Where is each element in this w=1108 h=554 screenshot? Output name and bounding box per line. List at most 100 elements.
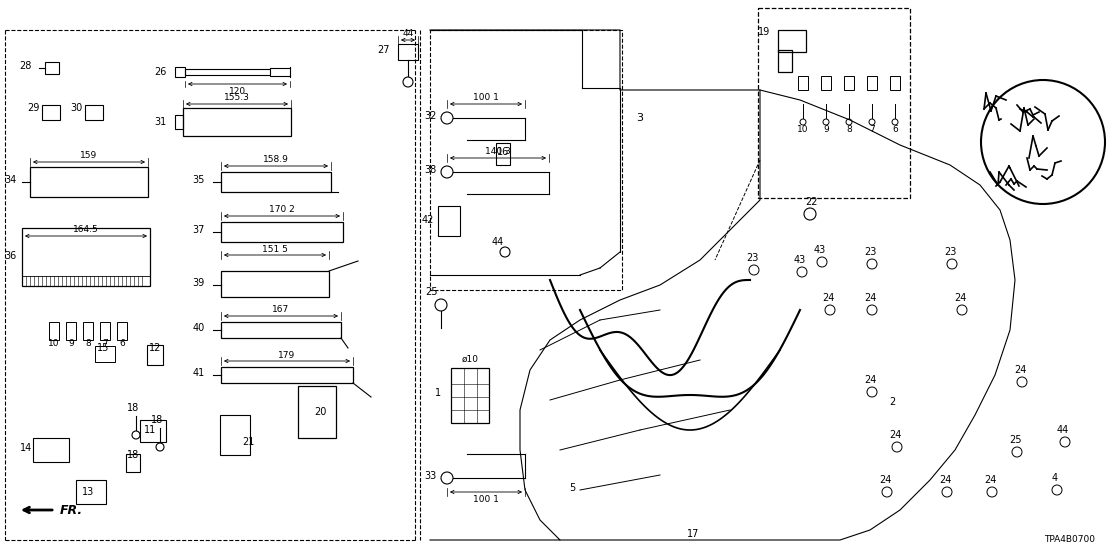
Bar xyxy=(496,143,510,165)
Text: 11: 11 xyxy=(144,425,156,435)
Bar xyxy=(798,76,808,90)
Text: 100 1: 100 1 xyxy=(473,495,499,504)
Bar xyxy=(758,8,910,198)
Text: 35: 35 xyxy=(193,175,205,185)
Text: 34: 34 xyxy=(4,175,17,185)
Text: 158.9: 158.9 xyxy=(263,156,289,165)
Bar xyxy=(821,76,831,90)
Bar xyxy=(185,69,270,75)
Text: 7: 7 xyxy=(102,339,107,348)
Bar xyxy=(778,50,792,72)
Text: 155.3: 155.3 xyxy=(224,94,250,102)
Bar xyxy=(220,172,331,192)
Bar xyxy=(183,108,291,136)
Text: FR.: FR. xyxy=(60,504,83,516)
Text: 44: 44 xyxy=(492,237,504,247)
Text: ø10: ø10 xyxy=(462,355,479,363)
Text: 167: 167 xyxy=(273,305,289,315)
Bar xyxy=(430,30,622,290)
Bar xyxy=(117,322,127,340)
Text: 27: 27 xyxy=(378,45,390,55)
Bar xyxy=(33,438,69,462)
Text: 38: 38 xyxy=(424,165,437,175)
Text: 140 3: 140 3 xyxy=(485,147,511,156)
Text: 2: 2 xyxy=(889,397,895,407)
Text: 1: 1 xyxy=(434,388,441,398)
Text: 21: 21 xyxy=(242,437,254,447)
Bar xyxy=(866,76,878,90)
Text: 18: 18 xyxy=(151,415,163,425)
Text: 43: 43 xyxy=(793,255,807,265)
Text: 24: 24 xyxy=(1014,365,1026,375)
Bar xyxy=(147,345,163,365)
Text: 159: 159 xyxy=(81,151,98,161)
Text: 10: 10 xyxy=(49,339,60,348)
Text: 44: 44 xyxy=(1057,425,1069,435)
Text: 24: 24 xyxy=(864,293,876,303)
Text: 43: 43 xyxy=(814,245,827,255)
Text: 33: 33 xyxy=(424,471,437,481)
Text: 30: 30 xyxy=(71,103,83,113)
Bar xyxy=(126,454,140,472)
Text: 24: 24 xyxy=(938,475,951,485)
Bar xyxy=(778,30,806,52)
Text: 6: 6 xyxy=(892,126,897,135)
Text: 44: 44 xyxy=(402,29,413,38)
Bar xyxy=(220,415,250,455)
Text: 15: 15 xyxy=(96,343,110,353)
Bar xyxy=(844,76,854,90)
Bar xyxy=(76,480,106,504)
Text: 32: 32 xyxy=(424,111,437,121)
Text: 29: 29 xyxy=(28,103,40,113)
Bar xyxy=(220,367,353,383)
Text: 31: 31 xyxy=(155,117,167,127)
Text: 9: 9 xyxy=(68,339,74,348)
Bar xyxy=(220,322,341,338)
Bar xyxy=(85,105,103,120)
Text: 18: 18 xyxy=(127,450,140,460)
Text: 3: 3 xyxy=(636,113,644,123)
Text: 4: 4 xyxy=(1051,473,1058,483)
Text: 10: 10 xyxy=(798,126,809,135)
Text: 36: 36 xyxy=(4,251,17,261)
Text: 25: 25 xyxy=(425,287,439,297)
Bar xyxy=(175,67,185,77)
Text: 37: 37 xyxy=(193,225,205,235)
Bar xyxy=(438,206,460,236)
Text: 14: 14 xyxy=(20,443,32,453)
Text: 23: 23 xyxy=(746,253,758,263)
Text: 39: 39 xyxy=(193,278,205,288)
Bar xyxy=(220,271,329,297)
Text: 23: 23 xyxy=(944,247,956,257)
Bar xyxy=(100,322,110,340)
Text: 24: 24 xyxy=(889,430,901,440)
Bar xyxy=(451,368,489,423)
Text: 42: 42 xyxy=(422,215,434,225)
Bar xyxy=(175,115,183,129)
Text: 24: 24 xyxy=(822,293,834,303)
Bar xyxy=(45,62,59,74)
Text: 24: 24 xyxy=(954,293,966,303)
Text: 22: 22 xyxy=(806,197,818,207)
Text: 151 5: 151 5 xyxy=(263,244,288,254)
Text: 19: 19 xyxy=(758,27,770,37)
Text: 12: 12 xyxy=(148,343,161,353)
Text: 5: 5 xyxy=(568,483,575,493)
Text: 170 2: 170 2 xyxy=(269,206,295,214)
Text: 25: 25 xyxy=(1008,435,1022,445)
Bar xyxy=(49,322,59,340)
Text: 24: 24 xyxy=(879,475,891,485)
Text: TPA4B0700: TPA4B0700 xyxy=(1044,536,1095,545)
Bar xyxy=(83,322,93,340)
Text: 13: 13 xyxy=(82,487,94,497)
Bar xyxy=(22,228,150,286)
Text: 24: 24 xyxy=(864,375,876,385)
Text: 40: 40 xyxy=(193,323,205,333)
Text: 120: 120 xyxy=(229,86,246,95)
Text: 8: 8 xyxy=(847,126,852,135)
Text: 164.5: 164.5 xyxy=(73,225,99,234)
Text: 8: 8 xyxy=(85,339,91,348)
Bar xyxy=(30,167,148,197)
Bar xyxy=(66,322,76,340)
Bar xyxy=(95,346,115,362)
